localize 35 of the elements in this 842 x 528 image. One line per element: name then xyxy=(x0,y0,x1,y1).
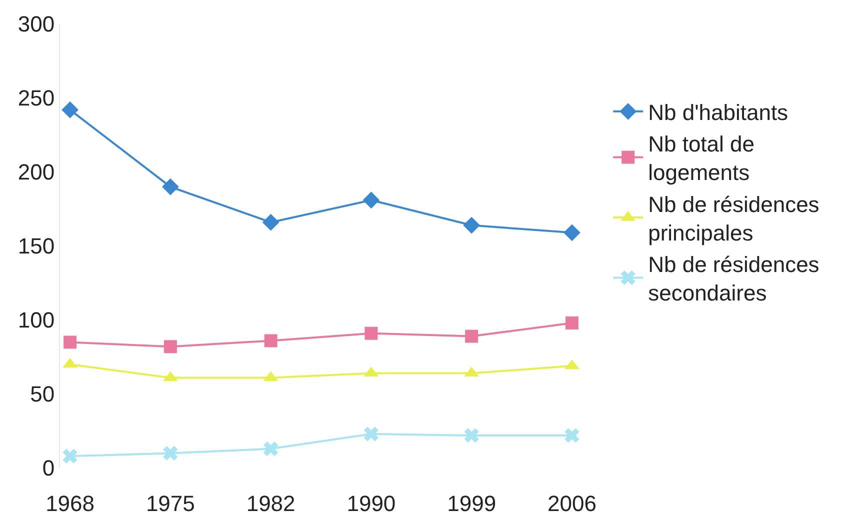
legend-label: Nb de résidences secondaires xyxy=(648,252,820,306)
x-tick-label: 1975 xyxy=(146,491,195,516)
point xyxy=(64,336,77,349)
x-tick-label: 1968 xyxy=(46,491,95,516)
point xyxy=(364,426,379,442)
x-tick-label: 1990 xyxy=(346,491,396,516)
y-tick-label: 200 xyxy=(18,160,55,185)
legend-label: Nb de résidences principales xyxy=(648,192,820,246)
legend-label: Nb total de logements xyxy=(648,132,755,186)
point xyxy=(263,441,278,456)
x-tick-label: 1999 xyxy=(447,491,496,516)
y-tick-label: 300 xyxy=(18,12,55,37)
point xyxy=(163,446,178,461)
point xyxy=(162,178,179,196)
legend-label: Nb d'habitants xyxy=(648,100,788,125)
point xyxy=(264,334,278,348)
point xyxy=(364,326,378,340)
y-tick-label: 100 xyxy=(18,308,55,333)
point xyxy=(464,428,479,443)
y-tick-label: 0 xyxy=(42,456,55,481)
point xyxy=(565,316,578,330)
point xyxy=(465,330,478,343)
point xyxy=(62,448,78,464)
point xyxy=(164,340,177,354)
point xyxy=(62,101,78,118)
point xyxy=(564,428,580,443)
point xyxy=(564,224,580,242)
point xyxy=(262,214,280,231)
y-tick-label: 50 xyxy=(30,382,55,407)
x-tick-label: 2006 xyxy=(547,491,596,516)
y-tick-label: 250 xyxy=(18,86,55,111)
point xyxy=(362,192,380,209)
point xyxy=(463,216,480,234)
y-tick-label: 150 xyxy=(18,234,55,259)
x-tick-label: 1982 xyxy=(246,491,296,516)
